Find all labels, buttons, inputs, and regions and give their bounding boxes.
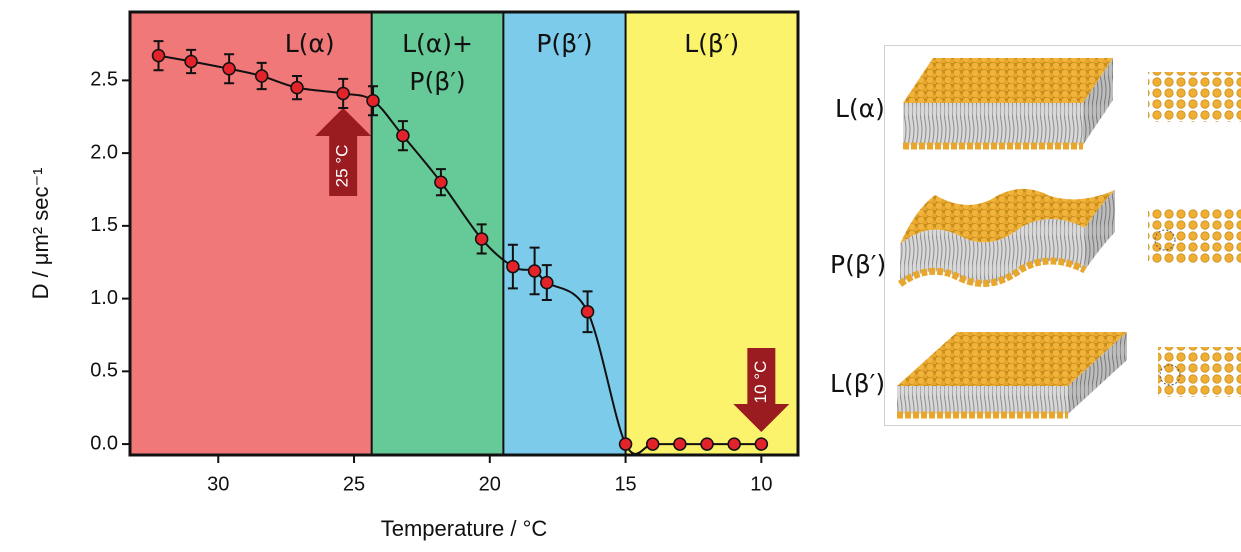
x-tick-label: 15 — [614, 473, 636, 495]
data-point — [396, 128, 410, 143]
data-point — [151, 48, 166, 63]
y-axis-title: D / μm² sec⁻¹ — [28, 168, 53, 300]
annotation-label: 10 °C — [751, 361, 770, 404]
top-views — [1148, 72, 1241, 397]
x-axis-title: Temperature / °C — [381, 516, 548, 541]
annotation-label: 25 °C — [333, 145, 352, 188]
y-tick-label: 2.5 — [90, 69, 118, 91]
membrane-l-alpha — [903, 58, 1113, 150]
data-point — [506, 259, 520, 274]
data-point — [290, 80, 304, 95]
region-label: P(β′) — [409, 67, 465, 96]
y-tick-label: 1.0 — [90, 287, 118, 309]
data-point — [727, 437, 741, 451]
data-point — [222, 61, 236, 76]
diagram-label: P(β′) — [830, 250, 886, 279]
data-point — [434, 175, 448, 189]
plot: L(α) L(α)+ P(β′) P(β′) L(β′) 0.0 0.5 1.0 1.5 2.0 2… — [28, 10, 800, 541]
data-point — [527, 264, 542, 278]
y-tick-label: 2.0 — [90, 141, 118, 163]
y-tick-label: 0.0 — [90, 432, 118, 454]
diagram-label: L(β′) — [830, 369, 885, 398]
phase-region — [503, 12, 626, 455]
data-point — [580, 304, 595, 319]
region-label: L(α)+ — [402, 29, 473, 58]
data-point — [754, 437, 769, 451]
y-tick-label: 1.5 — [90, 214, 118, 236]
plot-frame — [128, 10, 800, 457]
y-tick-label: 0.5 — [90, 360, 118, 382]
membrane-diagram: L(α) P(β′) L(β′) — [830, 45, 1241, 426]
data-point — [700, 437, 714, 451]
region-label: L(α) — [285, 29, 335, 58]
data-point — [254, 69, 269, 83]
x-tick-label: 20 — [479, 473, 501, 495]
x-tick-label: 30 — [207, 473, 229, 495]
annotation-arrow — [315, 108, 372, 196]
diagram-label: L(α) — [835, 94, 885, 123]
annotation-arrow — [733, 348, 790, 432]
data-point — [618, 437, 633, 451]
data-point — [336, 86, 350, 101]
x-tick-label: 25 — [343, 473, 365, 495]
data-point — [673, 437, 687, 451]
data-point — [474, 232, 489, 246]
data-point — [645, 437, 660, 451]
data-point — [540, 275, 554, 290]
region-label: L(β′) — [684, 29, 739, 58]
phase-region — [130, 12, 372, 455]
data-point — [366, 93, 380, 108]
membrane-l-beta — [897, 332, 1127, 419]
x-tick-label: 10 — [750, 473, 772, 495]
data-point — [184, 54, 198, 69]
membrane-p-beta — [897, 188, 1115, 287]
region-label: P(β′) — [536, 29, 592, 58]
